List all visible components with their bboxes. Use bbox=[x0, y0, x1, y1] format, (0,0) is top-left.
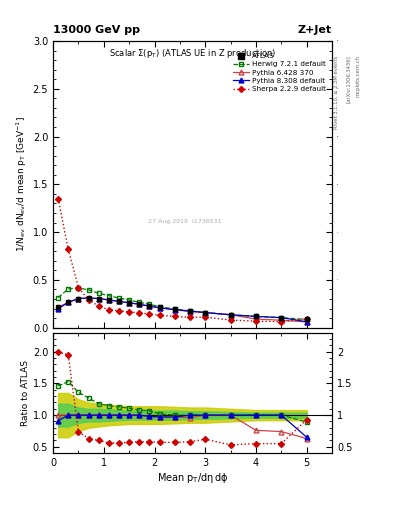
Y-axis label: $1/N_{ev}$ $dN_{ev}/d$ mean $p_T$ [GeV$^{-1}$]: $1/N_{ev}$ $dN_{ev}/d$ mean $p_T$ [GeV$^… bbox=[14, 116, 29, 252]
Text: Scalar $\Sigma(p_T)$ (ATLAS UE in Z production): Scalar $\Sigma(p_T)$ (ATLAS UE in Z prod… bbox=[109, 47, 276, 60]
Text: 13000 GeV pp: 13000 GeV pp bbox=[53, 25, 140, 35]
Text: 27 Aug 2019  I1736531: 27 Aug 2019 I1736531 bbox=[147, 220, 221, 224]
Legend: ATLAS, Herwig 7.2.1 default, Pythia 6.428 370, Pythia 8.308 default, Sherpa 2.2.: ATLAS, Herwig 7.2.1 default, Pythia 6.42… bbox=[233, 53, 326, 92]
Text: Z+Jet: Z+Jet bbox=[298, 25, 332, 35]
Text: [arXiv:1306.3436]: [arXiv:1306.3436] bbox=[346, 55, 351, 103]
X-axis label: Mean $p_T/d\eta\,d\phi$: Mean $p_T/d\eta\,d\phi$ bbox=[157, 471, 228, 485]
Y-axis label: Ratio to ATLAS: Ratio to ATLAS bbox=[21, 360, 30, 426]
Text: mcplots.cern.ch: mcplots.cern.ch bbox=[356, 55, 361, 97]
Text: Rivet 3.1.10, ≥ 2.3M events: Rivet 3.1.10, ≥ 2.3M events bbox=[334, 55, 339, 129]
